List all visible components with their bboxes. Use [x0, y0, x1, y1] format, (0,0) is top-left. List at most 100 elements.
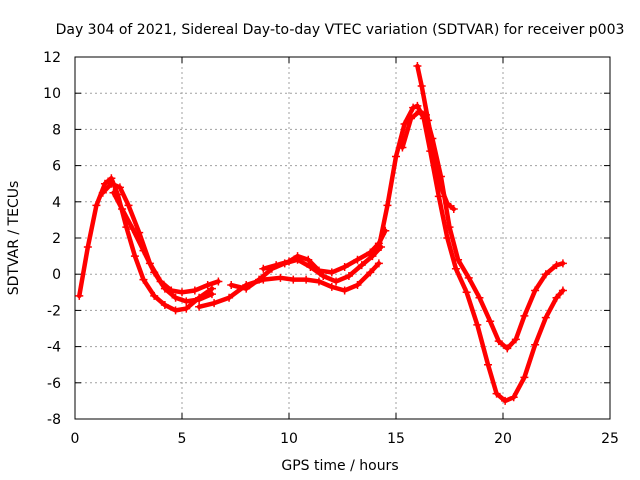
data-point-marker	[276, 273, 285, 282]
data-point-marker	[464, 273, 473, 282]
y-tick-label: -2	[47, 303, 61, 319]
data-point-marker	[531, 340, 540, 349]
data-point-marker	[259, 264, 268, 273]
data-point-marker	[398, 143, 407, 152]
data-point-marker	[207, 290, 216, 299]
data-point-marker	[558, 259, 567, 268]
y-tick-label: -4	[47, 340, 61, 356]
data-point-marker	[289, 275, 298, 284]
x-tick-label: 15	[387, 431, 405, 447]
data-point-marker	[406, 114, 415, 123]
y-tick-label: 4	[52, 195, 61, 211]
data-point-marker	[190, 286, 199, 295]
data-point-marker	[415, 107, 424, 116]
data-point-marker	[182, 297, 191, 306]
x-tick-label: 0	[71, 431, 80, 447]
data-point-marker	[107, 179, 116, 188]
data-point-marker	[486, 317, 495, 326]
y-axis-title: SDTVAR / TECUs	[6, 181, 22, 296]
data-point-marker	[558, 286, 567, 295]
data-point-marker	[130, 252, 139, 261]
data-point-marker	[272, 261, 281, 270]
data-point-marker	[225, 293, 234, 302]
series-line	[400, 109, 566, 351]
data-point-marker	[171, 293, 180, 302]
data-point-marker	[492, 389, 501, 398]
data-point-marker	[392, 152, 400, 161]
data-point-marker	[454, 255, 463, 264]
data-point-marker	[242, 284, 251, 293]
data-point-marker	[430, 154, 439, 163]
data-point-marker	[357, 261, 366, 270]
data-point-marker	[541, 313, 550, 322]
data-point-marker	[366, 268, 375, 277]
data-point-marker	[327, 268, 336, 277]
y-tick-label: 2	[52, 231, 61, 247]
y-tick-label: 6	[52, 159, 61, 175]
data-point-marker	[552, 293, 561, 302]
data-point-marker	[473, 320, 482, 329]
data-point-marker	[443, 199, 452, 208]
data-point-marker	[285, 257, 293, 266]
data-point-marker	[531, 286, 540, 295]
data-point-marker	[210, 299, 219, 308]
data-point-marker	[178, 288, 186, 297]
data-point-marker	[353, 281, 362, 290]
data-point-marker	[160, 300, 169, 309]
y-tick-label: 0	[52, 267, 61, 283]
data-point-marker	[451, 264, 460, 273]
data-point-marker	[409, 103, 418, 112]
data-point-marker	[541, 270, 550, 279]
data-point-marker	[509, 393, 518, 402]
series-track-4	[195, 259, 383, 311]
y-tick-label: -6	[47, 376, 61, 392]
y-tick-label: -8	[47, 412, 61, 428]
data-point-marker	[182, 304, 191, 313]
data-point-marker	[139, 246, 148, 255]
data-point-marker	[520, 311, 529, 320]
data-point-marker	[109, 188, 118, 197]
data-point-marker	[118, 205, 127, 214]
data-point-marker	[227, 281, 236, 290]
data-point-marker	[353, 255, 362, 264]
data-point-marker	[520, 373, 529, 382]
series-line	[196, 261, 382, 310]
data-point-marker	[203, 281, 212, 290]
data-point-marker	[383, 201, 392, 210]
data-point-marker	[494, 337, 503, 346]
data-point-marker	[475, 293, 484, 302]
data-point-marker	[340, 286, 349, 295]
data-point-marker	[214, 277, 223, 286]
data-point-marker	[128, 224, 137, 233]
series-track-3	[109, 188, 216, 306]
data-point-marker	[552, 261, 561, 270]
data-point-marker	[314, 266, 323, 275]
data-point-marker	[98, 188, 107, 197]
x-tick-labels: 0 5 10 15 20 25	[71, 431, 619, 447]
data-point-marker	[115, 183, 124, 192]
y-tick-label: 12	[43, 50, 61, 66]
data-point-marker	[443, 234, 452, 242]
data-point-marker	[374, 243, 383, 252]
data-point-marker	[327, 282, 336, 291]
data-series	[75, 62, 567, 405]
data-point-marker	[195, 295, 204, 304]
x-tick-label: 20	[494, 431, 512, 447]
data-point-marker	[511, 335, 520, 344]
data-point-marker	[462, 288, 471, 297]
y-tick-label: 10	[43, 86, 61, 102]
data-point-marker	[332, 277, 341, 286]
data-point-marker	[160, 284, 169, 293]
data-point-marker	[434, 192, 443, 201]
data-point-marker	[501, 396, 510, 405]
data-point-marker	[484, 360, 493, 369]
y-tick-labels: -8 -6 -4 -2 0 2 4 6 8 10 12	[43, 50, 61, 428]
x-tick-label: 5	[178, 431, 187, 447]
series-track-5	[227, 243, 386, 293]
data-point-marker	[340, 262, 349, 271]
axis-ticks	[74, 56, 611, 420]
series-track-7	[374, 101, 567, 405]
data-point-marker	[293, 252, 302, 261]
chart-title: Day 304 of 2021, Sidereal Day-to-day VTE…	[56, 22, 625, 38]
